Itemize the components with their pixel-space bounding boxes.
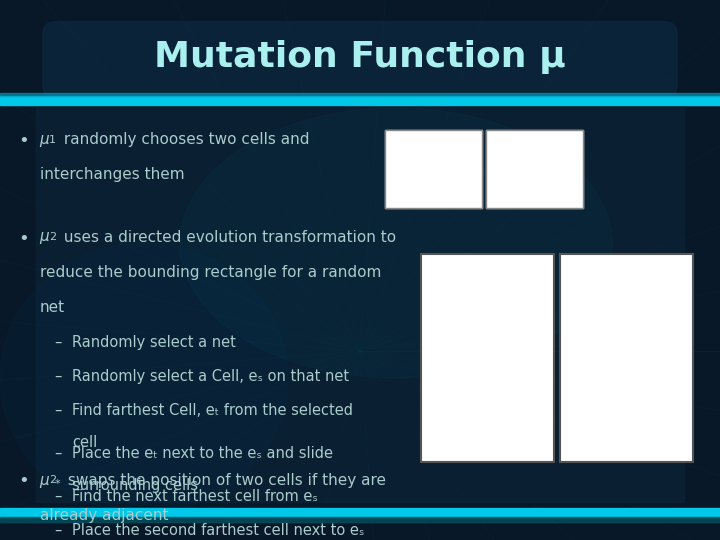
Bar [0, 96, 720, 105]
Text: *: * [55, 479, 60, 489]
Text: Mutation Function μ: Mutation Function μ [154, 40, 566, 73]
Bar [0, 93, 720, 96]
Text: Place the eₜ next to the eₛ and slide: Place the eₜ next to the eₛ and slide [72, 446, 333, 461]
Ellipse shape [0, 243, 288, 513]
Text: Place the second farthest cell next to eₛ: Place the second farthest cell next to e… [72, 523, 364, 538]
Text: randomly chooses two cells and: randomly chooses two cells and [59, 132, 310, 147]
Text: Randomly select a Cell, eₛ on that net: Randomly select a Cell, eₛ on that net [72, 369, 349, 384]
Text: Find farthest Cell, eₜ from the selected: Find farthest Cell, eₜ from the selected [72, 403, 353, 418]
Text: –: – [54, 403, 61, 418]
Text: Find the next farthest cell from eₛ: Find the next farthest cell from eₛ [72, 489, 318, 504]
Bar [0, 508, 720, 517]
Text: 2: 2 [49, 475, 56, 485]
Text: μ: μ [40, 230, 50, 245]
Text: already adjacent: already adjacent [40, 508, 168, 523]
Text: reduce the bounding rectangle for a random: reduce the bounding rectangle for a rand… [40, 265, 381, 280]
FancyBboxPatch shape [43, 22, 677, 97]
Text: cell: cell [72, 435, 97, 450]
Text: •: • [18, 472, 29, 490]
Ellipse shape [180, 108, 612, 378]
Text: –: – [54, 335, 61, 350]
Bar [36, 108, 684, 502]
Bar [385, 130, 482, 208]
Text: •: • [18, 132, 29, 150]
Text: μ: μ [40, 472, 50, 488]
Bar [486, 130, 583, 208]
Text: –: – [54, 489, 61, 504]
Text: –: – [54, 446, 61, 461]
Bar [421, 254, 554, 462]
Text: •: • [18, 230, 29, 247]
Text: –: – [54, 523, 61, 538]
Text: swaps the position of two cells if they are: swaps the position of two cells if they … [63, 472, 387, 488]
Text: interchanges them: interchanges them [40, 167, 184, 183]
Text: net: net [40, 300, 65, 315]
Bar [560, 254, 693, 462]
Bar [0, 517, 720, 522]
Bar [486, 130, 583, 208]
Text: uses a directed evolution transformation to: uses a directed evolution transformation… [59, 230, 396, 245]
Text: surrounding cells: surrounding cells [72, 478, 198, 493]
Text: 1: 1 [49, 135, 56, 145]
Text: μ: μ [40, 132, 50, 147]
Bar [385, 130, 482, 208]
Text: –: – [54, 369, 61, 384]
Text: Randomly select a net: Randomly select a net [72, 335, 236, 350]
Text: 2: 2 [49, 232, 56, 242]
